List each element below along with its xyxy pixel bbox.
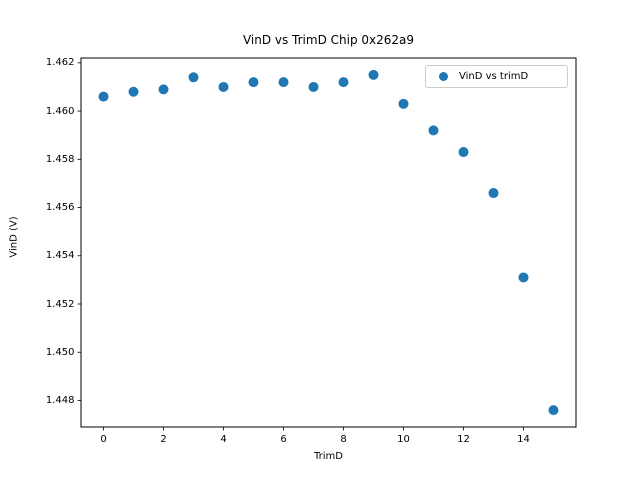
- y-tick-label: 1.450: [45, 346, 75, 358]
- data-point: [188, 72, 199, 83]
- data-point: [458, 147, 469, 158]
- legend-label: VinD vs trimD: [459, 71, 529, 82]
- y-tick-label: 1.460: [45, 105, 75, 117]
- chart-title: VinD vs TrimD Chip 0x262a9: [242, 33, 415, 47]
- data-point: [128, 86, 139, 97]
- y-tick-label: 1.454: [45, 250, 75, 262]
- x-axis-label: TrimD: [314, 451, 343, 462]
- data-point: [98, 91, 109, 102]
- legend: VinD vs trimD: [425, 65, 568, 88]
- data-point: [368, 69, 379, 80]
- y-tick-label: 1.448: [45, 394, 75, 406]
- x-tick-label: 10: [397, 434, 410, 445]
- y-tick-label: 1.456: [45, 202, 75, 214]
- x-tick-label: 4: [220, 434, 227, 445]
- data-point: [248, 77, 259, 88]
- data-point: [488, 188, 499, 199]
- data-point: [518, 272, 529, 283]
- data-point: [548, 405, 559, 416]
- axes-spines: [80, 57, 577, 428]
- data-point: [218, 81, 229, 92]
- x-tick-label: 14: [517, 434, 530, 445]
- y-tick-label: 1.462: [45, 57, 75, 69]
- y-axis-label: VinD (V): [8, 216, 20, 258]
- y-tick-label: 1.458: [45, 153, 75, 165]
- data-point: [398, 98, 409, 109]
- data-point: [428, 125, 439, 136]
- x-tick-label: 0: [100, 434, 107, 445]
- x-tick-label: 6: [280, 434, 287, 445]
- data-point: [278, 77, 289, 88]
- data-point: [308, 81, 319, 92]
- scatter-marker-icon: [439, 72, 448, 81]
- x-tick-label: 2: [160, 434, 167, 445]
- x-tick-label: 8: [340, 434, 347, 445]
- data-point: [158, 84, 169, 95]
- y-tick-label: 1.452: [45, 298, 75, 310]
- x-tick-label: 12: [457, 434, 470, 445]
- data-point: [338, 77, 349, 88]
